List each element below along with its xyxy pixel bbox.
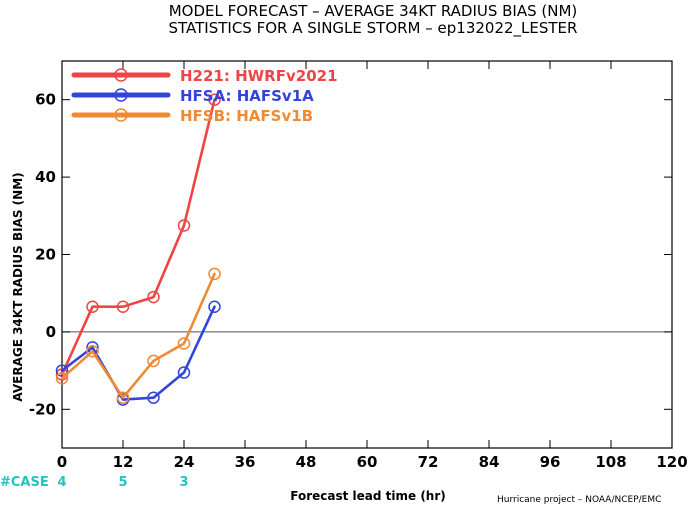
series-point-1 (177, 366, 191, 379)
chart-title: MODEL FORECAST – AVERAGE 34KT RADIUS BIA… (169, 2, 578, 20)
x-tick-label: 36 (235, 453, 256, 471)
case-label: #CASE (0, 475, 49, 490)
x-tick-label: 84 (479, 453, 500, 471)
series-line-2 (60, 272, 216, 400)
legend-marker-1 (114, 88, 128, 102)
case-count: 3 (179, 475, 188, 490)
y-tick-label: -20 (29, 400, 56, 418)
series-point-1 (147, 391, 160, 404)
case-count: 5 (118, 475, 127, 490)
x-tick-label: 60 (357, 453, 378, 471)
series-point-2 (116, 391, 130, 404)
chart-subtitle: STATISTICS FOR A SINGLE STORM – ep132022… (169, 19, 578, 38)
x-tick-label: 48 (296, 453, 317, 471)
x-tick-label: 120 (656, 453, 687, 471)
x-tick-label: 12 (113, 453, 134, 471)
y-tick-label: 0 (46, 323, 56, 341)
x-tick-label: 72 (418, 453, 439, 471)
series-point-2 (147, 354, 160, 368)
y-tick-label: 60 (35, 91, 56, 109)
series-point-0 (177, 219, 191, 232)
x-tick-label: 96 (540, 453, 561, 471)
y-tick-label: 20 (35, 246, 56, 264)
series-point-2 (208, 267, 221, 281)
x-axis-label: Forecast lead time (hr) (290, 489, 446, 503)
y-axis-label: AVERAGE 34KT RADIUS BIAS (NM) (11, 172, 25, 401)
series-point-2 (86, 345, 99, 358)
series-point-0 (147, 290, 160, 304)
series-point-0 (116, 300, 130, 313)
y-tick-label: 40 (35, 168, 56, 186)
legend-entry-0: H221: HWRFv2021 (180, 67, 338, 85)
legend-entry-2: HFSB: HAFSv1B (180, 107, 313, 125)
legend-entry-1: HFSA: HAFSv1A (180, 87, 314, 105)
x-tick-label: 108 (595, 453, 626, 471)
series-point-2 (177, 337, 191, 350)
series-point-1 (55, 364, 69, 377)
case-count: 4 (57, 475, 66, 490)
series-line-0 (60, 98, 216, 376)
x-tick-label: 0 (57, 453, 67, 471)
series-point-0 (86, 300, 99, 313)
series-point-1 (208, 300, 221, 313)
legend-marker-2 (114, 108, 128, 122)
series-point-2 (55, 372, 69, 385)
plot-frame (61, 60, 673, 449)
credit-text: Hurricane project – NOAA/NCEP/EMC (497, 495, 661, 505)
series-point-0 (208, 93, 221, 106)
x-tick-label: 24 (174, 453, 195, 471)
legend-marker-0 (114, 68, 128, 82)
